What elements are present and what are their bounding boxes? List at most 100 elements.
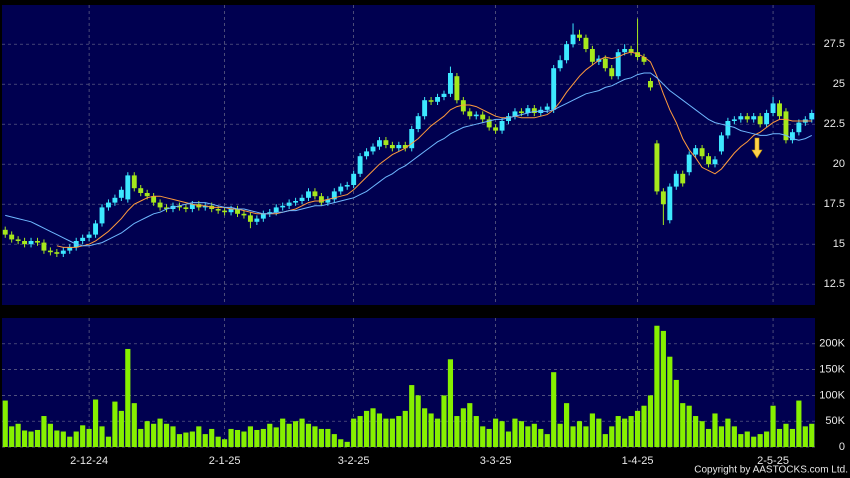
volume-bar [486, 428, 492, 447]
candle-body [118, 189, 124, 198]
volume-bar [402, 410, 408, 447]
candle-body [499, 121, 505, 131]
candle-body [35, 241, 40, 243]
volume-bar [234, 429, 241, 447]
candle-body [409, 129, 415, 149]
volume-bar [196, 426, 202, 447]
x-tick-label: 2-1-25 [209, 455, 241, 467]
volume-bar [86, 428, 92, 447]
volume-bar [312, 426, 318, 447]
volume-bar [789, 428, 795, 447]
volume-bar [602, 434, 608, 447]
volume-bar [809, 423, 815, 447]
volume-bar [273, 427, 279, 447]
volume-bar [357, 416, 363, 447]
candle-body [254, 218, 260, 222]
volume-bar [112, 401, 118, 447]
y-tick-label: 22.5 [824, 118, 845, 130]
candle-body [215, 209, 221, 211]
volume-bar [118, 410, 124, 447]
volume-bar [609, 426, 615, 447]
candle-body [164, 207, 169, 209]
candle-body [86, 234, 92, 238]
candle-body [273, 207, 279, 213]
volume-bar [731, 426, 737, 447]
candle-body [480, 114, 486, 120]
candle-body [699, 148, 705, 157]
volume-bar [267, 423, 273, 447]
candle-body [544, 106, 550, 110]
volume-bar [293, 421, 299, 447]
candle-body [577, 34, 582, 38]
volume-bar [428, 413, 434, 447]
candle-body [473, 114, 479, 117]
y-tick-label: 27.5 [824, 38, 845, 50]
volume-bar [60, 431, 66, 447]
volume-bar [409, 385, 415, 447]
volume-bar [699, 421, 705, 447]
volume-bar [389, 418, 395, 447]
copyright: Copyright by AASTOCKS.com Ltd. [694, 465, 848, 476]
arrow-icon [751, 137, 763, 159]
volume-bar [2, 400, 8, 447]
x-tick-label: 3-3-25 [480, 455, 512, 467]
candle-body [583, 37, 589, 49]
volume-bar [222, 439, 228, 447]
candle-body [138, 188, 144, 193]
volume-bar [615, 416, 621, 447]
candle-body [241, 213, 247, 216]
candle-body [396, 145, 402, 149]
candle-body [67, 247, 73, 251]
candle-body [518, 111, 524, 113]
candle-body [486, 119, 492, 128]
candle-body [609, 68, 615, 77]
volume-bar [622, 418, 628, 447]
candle-body [744, 116, 750, 120]
volume-bar [654, 325, 660, 447]
volume-bar [589, 413, 595, 447]
candle-body [344, 185, 350, 187]
volume-bar [744, 431, 750, 447]
volume-bar [170, 426, 176, 447]
candle-body [757, 116, 763, 125]
candle-body [525, 108, 531, 113]
candle-body [22, 241, 28, 245]
candle-body [564, 44, 570, 61]
volume-bar [454, 416, 460, 447]
candle-body [383, 140, 389, 145]
volume-bar [92, 399, 99, 447]
volume-bar [770, 405, 776, 447]
volume-bar [131, 403, 137, 447]
candle-body [260, 213, 266, 219]
candle-body [357, 156, 363, 174]
candle-body [570, 34, 576, 45]
candle-body [176, 205, 182, 208]
volume-bar [531, 423, 537, 447]
y-tick-label: 200K [819, 338, 845, 350]
y-tick-label: 25 [833, 78, 845, 90]
candle-body [725, 121, 731, 136]
volume-bar [551, 372, 557, 447]
volume-bar [125, 348, 131, 447]
volume-bar [376, 413, 383, 447]
candle-body [796, 122, 802, 133]
volume-bar [260, 428, 266, 447]
candle-body [654, 143, 660, 192]
candle-body [531, 108, 537, 113]
volume-bar [215, 436, 221, 447]
candle-body [751, 116, 757, 120]
volume-bar [583, 426, 589, 447]
volume-bar [325, 428, 331, 447]
volume-bar [138, 428, 144, 447]
x-tick-label: 3-2-25 [338, 455, 370, 467]
volume-bar [176, 434, 183, 447]
candle-body [718, 135, 724, 152]
volume-bar [447, 359, 454, 447]
volume-bar [370, 408, 376, 447]
candle-body [28, 241, 34, 245]
y-tick-label: 50K [825, 415, 845, 427]
volume-bar [783, 423, 789, 447]
volume-bar [34, 429, 41, 447]
volume-bar [202, 434, 208, 447]
candle-body [47, 250, 53, 253]
